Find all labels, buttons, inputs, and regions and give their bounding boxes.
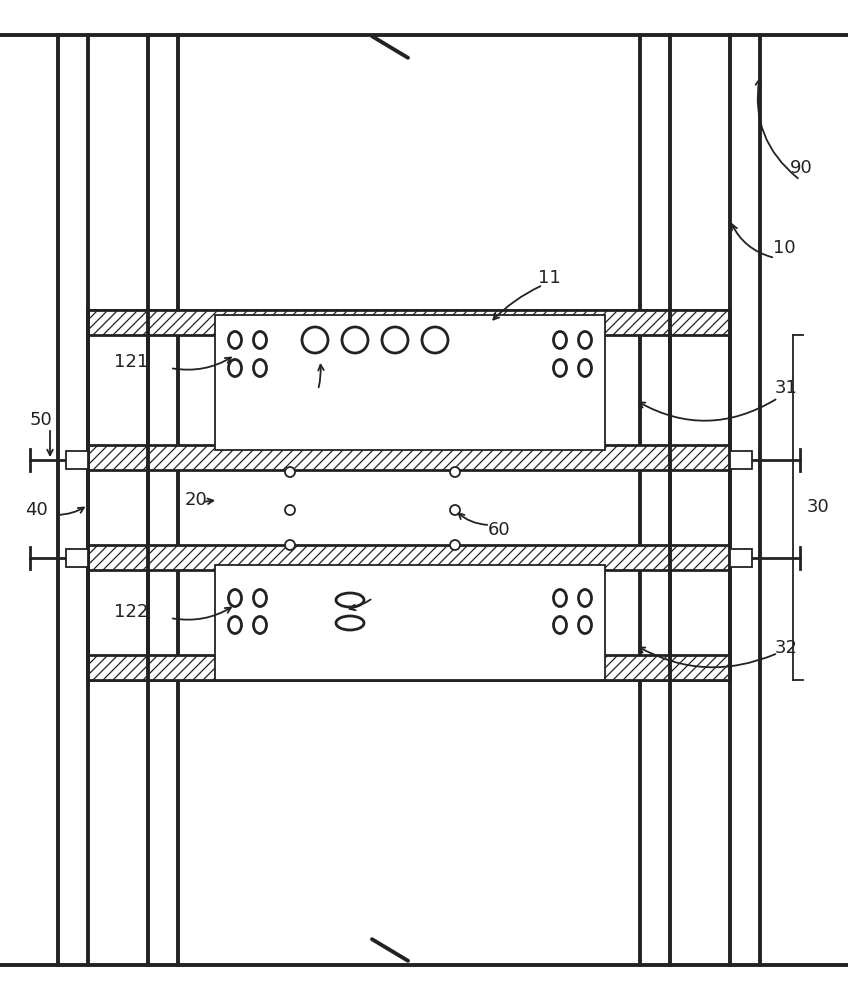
- Circle shape: [422, 327, 448, 353]
- Bar: [730, 549, 752, 567]
- Bar: [66, 549, 88, 567]
- Bar: [88, 310, 730, 680]
- Text: 122: 122: [114, 603, 148, 621]
- Ellipse shape: [578, 589, 592, 606]
- Ellipse shape: [336, 616, 364, 630]
- Circle shape: [450, 505, 460, 515]
- Circle shape: [342, 327, 368, 353]
- Ellipse shape: [228, 616, 242, 634]
- Ellipse shape: [554, 332, 566, 349]
- Ellipse shape: [554, 589, 566, 606]
- Bar: [88, 545, 730, 570]
- Circle shape: [285, 467, 295, 477]
- Ellipse shape: [578, 360, 592, 376]
- Ellipse shape: [254, 589, 266, 606]
- Ellipse shape: [254, 616, 266, 634]
- Ellipse shape: [228, 589, 242, 606]
- Ellipse shape: [254, 332, 266, 349]
- Ellipse shape: [254, 360, 266, 376]
- Text: 121: 121: [114, 353, 148, 371]
- Text: 90: 90: [790, 159, 812, 177]
- Text: 20: 20: [185, 491, 208, 509]
- Bar: [88, 445, 730, 470]
- Text: 212: 212: [370, 587, 404, 605]
- Text: 32: 32: [775, 639, 798, 657]
- Bar: [88, 310, 730, 335]
- Bar: [88, 655, 730, 680]
- Circle shape: [450, 540, 460, 550]
- Circle shape: [285, 505, 295, 515]
- Text: 30: 30: [807, 498, 829, 516]
- Text: 211: 211: [310, 384, 344, 402]
- Text: 40: 40: [25, 501, 47, 519]
- Text: 31: 31: [775, 379, 798, 397]
- Bar: [88, 655, 730, 680]
- Ellipse shape: [228, 360, 242, 376]
- Bar: [215, 565, 605, 680]
- Bar: [88, 445, 730, 470]
- Ellipse shape: [554, 616, 566, 634]
- Ellipse shape: [554, 360, 566, 376]
- Circle shape: [382, 327, 408, 353]
- Bar: [215, 315, 605, 450]
- Bar: [88, 545, 730, 570]
- Bar: [66, 451, 88, 469]
- Bar: [88, 310, 730, 335]
- Circle shape: [302, 327, 328, 353]
- Circle shape: [450, 467, 460, 477]
- Text: 11: 11: [538, 269, 561, 287]
- Bar: [730, 451, 752, 469]
- Ellipse shape: [336, 593, 364, 607]
- Ellipse shape: [228, 332, 242, 349]
- Circle shape: [285, 540, 295, 550]
- Text: 60: 60: [488, 521, 510, 539]
- Ellipse shape: [578, 616, 592, 634]
- Text: 50: 50: [30, 411, 53, 429]
- Text: 10: 10: [773, 239, 795, 257]
- Ellipse shape: [578, 332, 592, 349]
